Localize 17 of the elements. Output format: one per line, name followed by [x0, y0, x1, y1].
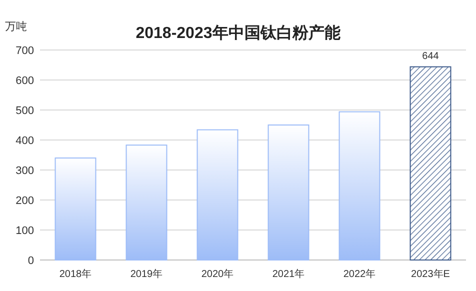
ytick: 300: [16, 165, 34, 177]
value-label: 644: [422, 50, 439, 62]
ytick: 600: [16, 75, 34, 87]
xtick: 2019年: [130, 269, 163, 280]
xtick: 2022年: [343, 269, 376, 280]
ytick: 700: [16, 45, 34, 57]
xtick: 2020年: [201, 269, 234, 280]
ytick: 200: [16, 195, 34, 207]
title: 2018-2023年中国钛白粉产能: [136, 25, 340, 42]
xtick: 2018年: [59, 269, 92, 280]
ytick: 400: [16, 135, 34, 147]
xtick: 2021年: [272, 269, 305, 280]
ytick: 500: [16, 105, 34, 117]
xtick: 2023年E: [411, 269, 450, 280]
ytick: 0: [28, 255, 34, 267]
ytick: 100: [16, 225, 34, 237]
ylabel: 万吨: [5, 21, 27, 33]
